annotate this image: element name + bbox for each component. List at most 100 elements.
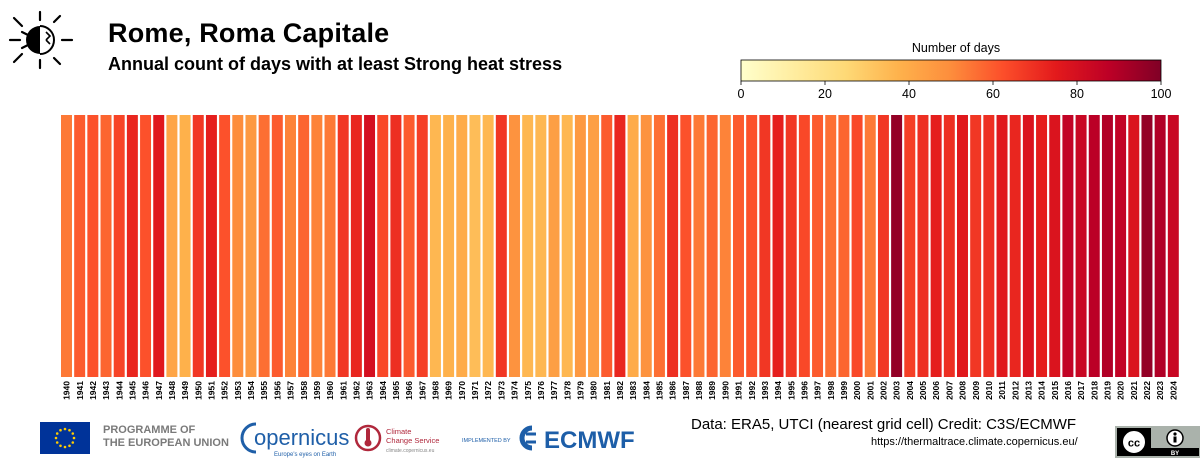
year-label-1944: 1944 <box>114 381 124 400</box>
year-bar-1978 <box>561 115 573 377</box>
year-label-1959: 1959 <box>312 381 322 400</box>
year-bar-1951 <box>205 115 217 377</box>
year-bar-2002 <box>877 115 889 377</box>
year-label-1943: 1943 <box>101 381 111 400</box>
year-bar-2009 <box>970 115 982 377</box>
year-label-2008: 2008 <box>958 381 968 400</box>
year-label-2020: 2020 <box>1116 381 1126 400</box>
year-label-2018: 2018 <box>1089 381 1099 400</box>
year-bar-1989 <box>706 115 718 377</box>
year-label-2009: 2009 <box>971 381 981 400</box>
year-label-1998: 1998 <box>826 381 836 400</box>
eu-star-icon <box>55 432 59 435</box>
year-label-1951: 1951 <box>207 381 217 400</box>
year-bar-1974 <box>509 115 520 377</box>
colorbar <box>740 59 1162 82</box>
colorbar-tick-label: 100 <box>1151 87 1172 101</box>
year-bar-1990 <box>719 115 731 377</box>
year-bar-2003 <box>891 115 903 377</box>
year-bar-1958 <box>298 115 310 377</box>
year-label-1962: 1962 <box>351 381 361 400</box>
year-bar-2024 <box>1167 115 1179 377</box>
year-bar-1955 <box>258 115 270 377</box>
year-label-1955: 1955 <box>259 381 269 400</box>
year-label-1995: 1995 <box>786 381 796 400</box>
year-label-1994: 1994 <box>773 381 783 400</box>
year-bar-1986 <box>667 115 679 377</box>
year-label-1945: 1945 <box>127 381 137 400</box>
year-label-1990: 1990 <box>720 381 730 400</box>
year-label-1961: 1961 <box>338 381 348 400</box>
copernicus-tagline: Europe's eyes on Earth <box>274 452 336 458</box>
ecmwf-symbol-icon <box>519 425 536 451</box>
year-label-1987: 1987 <box>681 381 691 400</box>
year-label-1999: 1999 <box>839 381 849 400</box>
eu-star-icon <box>54 436 58 440</box>
programme-line-2: THE EUROPEAN UNION <box>103 437 229 449</box>
year-label-1946: 1946 <box>141 381 151 400</box>
colorbar-tick-label: 40 <box>902 87 916 101</box>
year-label-2006: 2006 <box>931 381 941 400</box>
year-label-1960: 1960 <box>325 381 335 400</box>
year-label-2017: 2017 <box>1076 381 1086 400</box>
page-title: Rome, Roma Capitale <box>108 18 390 48</box>
year-bar-1982 <box>614 115 626 377</box>
year-bar-1981 <box>601 115 613 377</box>
eu-star-icon <box>71 432 75 435</box>
year-bar-1943 <box>100 115 112 377</box>
eu-flag-logo <box>40 422 90 454</box>
year-label-1941: 1941 <box>75 381 85 400</box>
year-label-2012: 2012 <box>1010 381 1020 400</box>
year-bar-1976 <box>535 115 547 377</box>
eu-programme-text: PROGRAMME OF THE EUROPEAN UNION <box>103 424 229 450</box>
year-label-1992: 1992 <box>747 381 757 400</box>
year-bar-2008 <box>957 115 968 377</box>
year-bar-1979 <box>574 115 586 377</box>
year-bar-1971 <box>469 115 481 377</box>
year-bar-1942 <box>87 115 99 377</box>
year-bar-1944 <box>113 115 125 377</box>
year-bar-1954 <box>245 115 257 377</box>
year-label-1963: 1963 <box>365 381 375 400</box>
eu-star-icon <box>59 444 62 448</box>
year-bar-2005 <box>917 115 929 377</box>
year-label-2022: 2022 <box>1142 381 1152 400</box>
year-bar-1961 <box>337 115 349 377</box>
year-bar-1959 <box>311 115 323 377</box>
year-label-1949: 1949 <box>180 381 190 400</box>
year-bar-1953 <box>232 115 244 377</box>
year-label-2019: 2019 <box>1103 381 1113 400</box>
year-label-1948: 1948 <box>167 381 177 400</box>
data-credit-text: Data: ERA5, UTCI (nearest grid cell) Cre… <box>691 416 1077 433</box>
year-label-1973: 1973 <box>496 381 506 400</box>
thermometer-icon <box>366 428 370 442</box>
year-bar-2021 <box>1128 115 1140 377</box>
cc-icon <box>1121 429 1147 455</box>
year-bar-1996 <box>798 115 810 377</box>
colorbar-label: Number of days <box>912 41 1000 55</box>
year-bar-2022 <box>1141 115 1153 377</box>
eu-star-icon <box>63 445 67 449</box>
year-label-1978: 1978 <box>562 381 572 400</box>
year-label-1982: 1982 <box>615 381 625 400</box>
year-bar-1973 <box>495 115 507 377</box>
year-label-2001: 2001 <box>865 381 875 400</box>
year-label-2002: 2002 <box>879 381 889 400</box>
year-label-1957: 1957 <box>286 381 296 400</box>
year-label-1981: 1981 <box>602 381 612 400</box>
year-label-2016: 2016 <box>1063 381 1073 400</box>
year-label-2023: 2023 <box>1155 381 1165 400</box>
year-label-1964: 1964 <box>378 381 388 400</box>
year-label-2021: 2021 <box>1129 381 1139 400</box>
year-bar-1945 <box>126 115 138 377</box>
c3s-logo: Climate Change Service climate.copernicu… <box>354 424 439 454</box>
year-bar-2010 <box>983 115 995 377</box>
year-label-2011: 2011 <box>997 381 1007 400</box>
year-bar-2018 <box>1088 115 1100 377</box>
year-label-1950: 1950 <box>193 381 203 400</box>
year-bar-2007 <box>943 115 955 377</box>
year-bar-2015 <box>1049 115 1061 377</box>
year-label-1974: 1974 <box>510 381 520 400</box>
year-bar-1957 <box>285 115 296 377</box>
